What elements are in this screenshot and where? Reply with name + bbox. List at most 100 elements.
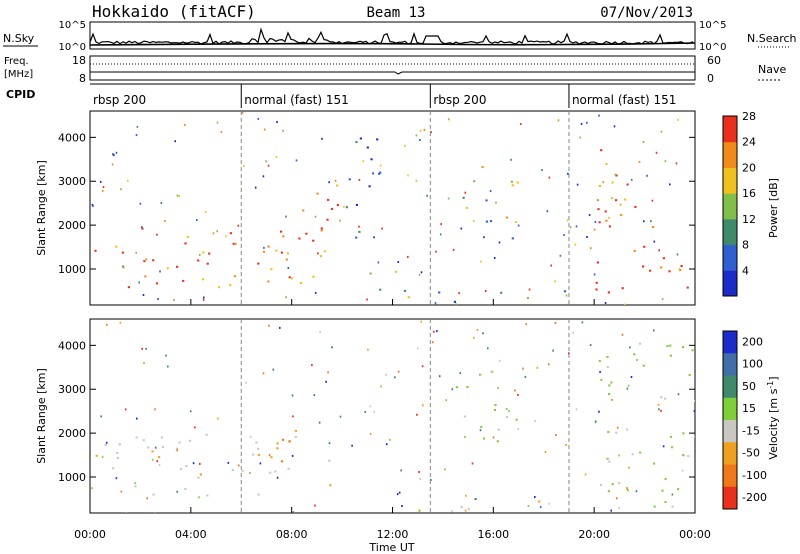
echo-cell bbox=[280, 251, 283, 254]
echo-cell bbox=[476, 328, 479, 331]
echo-cell bbox=[294, 436, 297, 439]
cpid-segment-label: rbsp 200 bbox=[433, 93, 486, 107]
echo-cell bbox=[199, 473, 202, 476]
echo-cell bbox=[494, 404, 497, 406]
colorbar-tick-label: 15 bbox=[742, 402, 756, 415]
colorbar-tick-label: 20 bbox=[742, 161, 756, 174]
echo-cell bbox=[153, 512, 156, 513]
echo-cell bbox=[668, 270, 671, 273]
echo-cell bbox=[316, 192, 319, 195]
echo-cell bbox=[607, 431, 610, 433]
echo-cell bbox=[550, 264, 552, 267]
echo-cell bbox=[600, 378, 603, 381]
echo-cell bbox=[292, 415, 294, 418]
echo-cell bbox=[473, 180, 476, 183]
noise-right-tick-bottom: 10^0 bbox=[699, 42, 726, 53]
echo-cell bbox=[452, 248, 455, 251]
echo-cell bbox=[294, 429, 297, 432]
echo-cell bbox=[581, 321, 584, 324]
echo-cell bbox=[276, 447, 279, 450]
echo-cell bbox=[313, 394, 316, 397]
echo-cell bbox=[426, 194, 428, 197]
x-tick-label: 00:00 bbox=[679, 528, 711, 541]
echo-cell bbox=[328, 442, 331, 445]
noise-sky-line bbox=[89, 27, 694, 46]
echo-cell bbox=[616, 497, 618, 500]
echo-cell bbox=[327, 371, 329, 374]
echo-cell bbox=[142, 439, 145, 442]
echo-cell bbox=[379, 164, 382, 167]
echo-cell bbox=[498, 359, 501, 362]
echo-cell bbox=[522, 367, 524, 370]
echo-cell bbox=[479, 429, 482, 432]
date-title: 07/Nov/2013 bbox=[600, 5, 693, 21]
echo-cell bbox=[366, 298, 368, 301]
colorbar-swatch bbox=[723, 375, 737, 399]
echo-cell bbox=[348, 178, 351, 181]
echo-cell bbox=[643, 220, 645, 223]
echo-cell bbox=[295, 159, 298, 162]
x-tick-label: 00:00 bbox=[74, 528, 106, 541]
power-panel-frame bbox=[89, 110, 696, 306]
echo-cell bbox=[451, 510, 453, 513]
echo-cell bbox=[655, 151, 658, 154]
echo-cell bbox=[146, 497, 148, 500]
echo-cell bbox=[305, 232, 308, 235]
echo-cell bbox=[653, 505, 656, 508]
echo-cell bbox=[285, 215, 287, 218]
echo-cell bbox=[158, 456, 161, 459]
noise-left-tick-top: 10^5 bbox=[59, 20, 86, 31]
echo-cell bbox=[141, 227, 144, 230]
freq-panel bbox=[89, 55, 696, 81]
echo-cell bbox=[234, 242, 237, 245]
echo-cell bbox=[166, 267, 169, 270]
echo-cell bbox=[497, 387, 499, 389]
colorbar-frame bbox=[722, 115, 738, 297]
echo-cell bbox=[508, 410, 510, 413]
echo-cell bbox=[135, 134, 138, 137]
echo-cell bbox=[624, 303, 626, 305]
echo-cell bbox=[643, 245, 646, 248]
echo-cell bbox=[95, 454, 98, 457]
echo-cell bbox=[618, 482, 621, 485]
echo-cell bbox=[481, 166, 484, 169]
echo-cell bbox=[263, 246, 265, 249]
echo-cell bbox=[595, 288, 598, 291]
echo-cell bbox=[217, 417, 219, 420]
echo-cell bbox=[366, 146, 369, 149]
echo-cell bbox=[145, 347, 147, 350]
echo-cell bbox=[459, 372, 462, 375]
colorbar-tick-label: -200 bbox=[742, 491, 767, 504]
echo-cell bbox=[197, 259, 200, 262]
echo-cell bbox=[370, 158, 373, 161]
echo-cell bbox=[557, 119, 560, 122]
y-tick-label: 4000 bbox=[58, 339, 86, 352]
echo-cell bbox=[282, 235, 285, 238]
echo-cell bbox=[505, 416, 509, 419]
echo-cell bbox=[539, 506, 542, 509]
echo-cell bbox=[569, 226, 572, 229]
echo-cell bbox=[115, 245, 118, 248]
echo-cell bbox=[608, 225, 611, 228]
echo-cell bbox=[658, 408, 660, 411]
freq-trace bbox=[90, 71, 695, 75]
echo-cell bbox=[420, 320, 423, 323]
echo-cell bbox=[241, 111, 244, 114]
echo-cell bbox=[480, 425, 483, 428]
echo-cell bbox=[547, 363, 550, 366]
echo-cell bbox=[466, 386, 469, 388]
echo-cell bbox=[192, 462, 195, 465]
echo-cell bbox=[447, 118, 450, 121]
echo-cell bbox=[447, 197, 450, 200]
echo-cell bbox=[519, 123, 522, 126]
echo-cell bbox=[291, 454, 294, 457]
echo-cell bbox=[134, 482, 136, 485]
echo-cell bbox=[184, 242, 187, 245]
echo-cell bbox=[267, 280, 270, 283]
noise-left-label: N.Sky bbox=[3, 32, 35, 45]
echo-cell bbox=[563, 290, 567, 293]
echo-cell bbox=[634, 205, 637, 208]
echo-cell bbox=[662, 445, 665, 448]
y-tick-label: 1000 bbox=[58, 471, 86, 484]
